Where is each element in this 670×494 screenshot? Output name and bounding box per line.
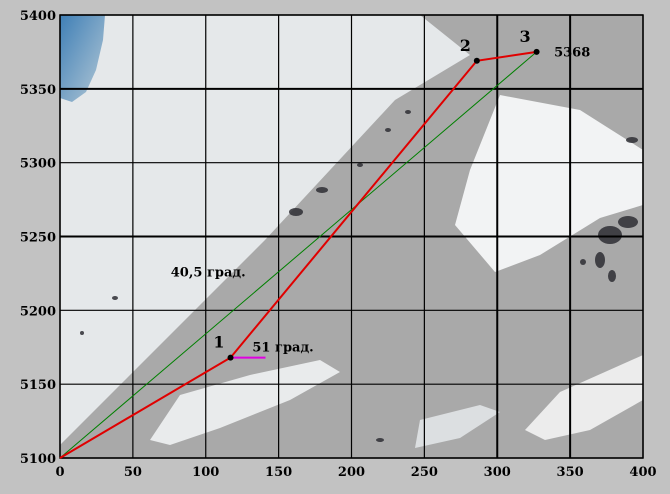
x-tick-label: 350 (557, 465, 584, 480)
route-point-label-1: 1 (213, 333, 224, 352)
annotation-2: 40,5 град. (171, 265, 246, 280)
route-series (59, 48, 540, 459)
grid (59, 14, 644, 459)
x-tick-label: 100 (192, 465, 219, 480)
x-tick-label: 250 (411, 465, 438, 480)
x-axis-tick-labels: 0 50 100 150 200 250 300 350 400 (55, 465, 656, 480)
route-point-label-2: 2 (460, 36, 471, 55)
route-point-3 (533, 48, 540, 55)
annotation-0: 5368 (554, 45, 590, 60)
rock-outcrops (80, 110, 638, 442)
route-point-2 (473, 57, 480, 64)
snow-field (525, 355, 643, 440)
y-tick-label: 5300 (20, 157, 56, 172)
y-axis-tick-labels: 5100 5150 5200 5250 5300 5350 5400 (20, 9, 56, 467)
y-tick-label: 5100 (20, 452, 56, 467)
average-slope-line (59, 51, 537, 459)
route-point-1 (227, 354, 234, 361)
x-tick-label: 200 (338, 465, 365, 480)
average-slope (59, 51, 537, 459)
y-tick-label: 5350 (20, 83, 56, 98)
y-tick-label: 5200 (20, 304, 56, 319)
x-tick-label: 50 (124, 465, 142, 480)
snow-field (455, 95, 643, 272)
x-tick-label: 0 (55, 465, 64, 480)
y-tick-label: 5250 (20, 231, 56, 246)
x-tick-label: 300 (484, 465, 511, 480)
annotations: 5368 51 град. 40,5 град. (171, 45, 591, 355)
route-point-label-3: 3 (519, 27, 530, 46)
annotation-1: 51 град. (252, 341, 313, 356)
point-labels: 1 2 3 (213, 27, 530, 352)
water-patch (60, 15, 105, 102)
y-tick-label: 5400 (20, 9, 56, 24)
snow-field (415, 405, 500, 448)
x-tick-label: 400 (629, 465, 656, 480)
y-tick-label: 5150 (20, 378, 56, 393)
snow-field (60, 15, 470, 445)
x-tick-label: 150 (265, 465, 292, 480)
route-line (59, 50, 537, 459)
plot-frame (59, 14, 644, 459)
snow-field (150, 360, 340, 445)
